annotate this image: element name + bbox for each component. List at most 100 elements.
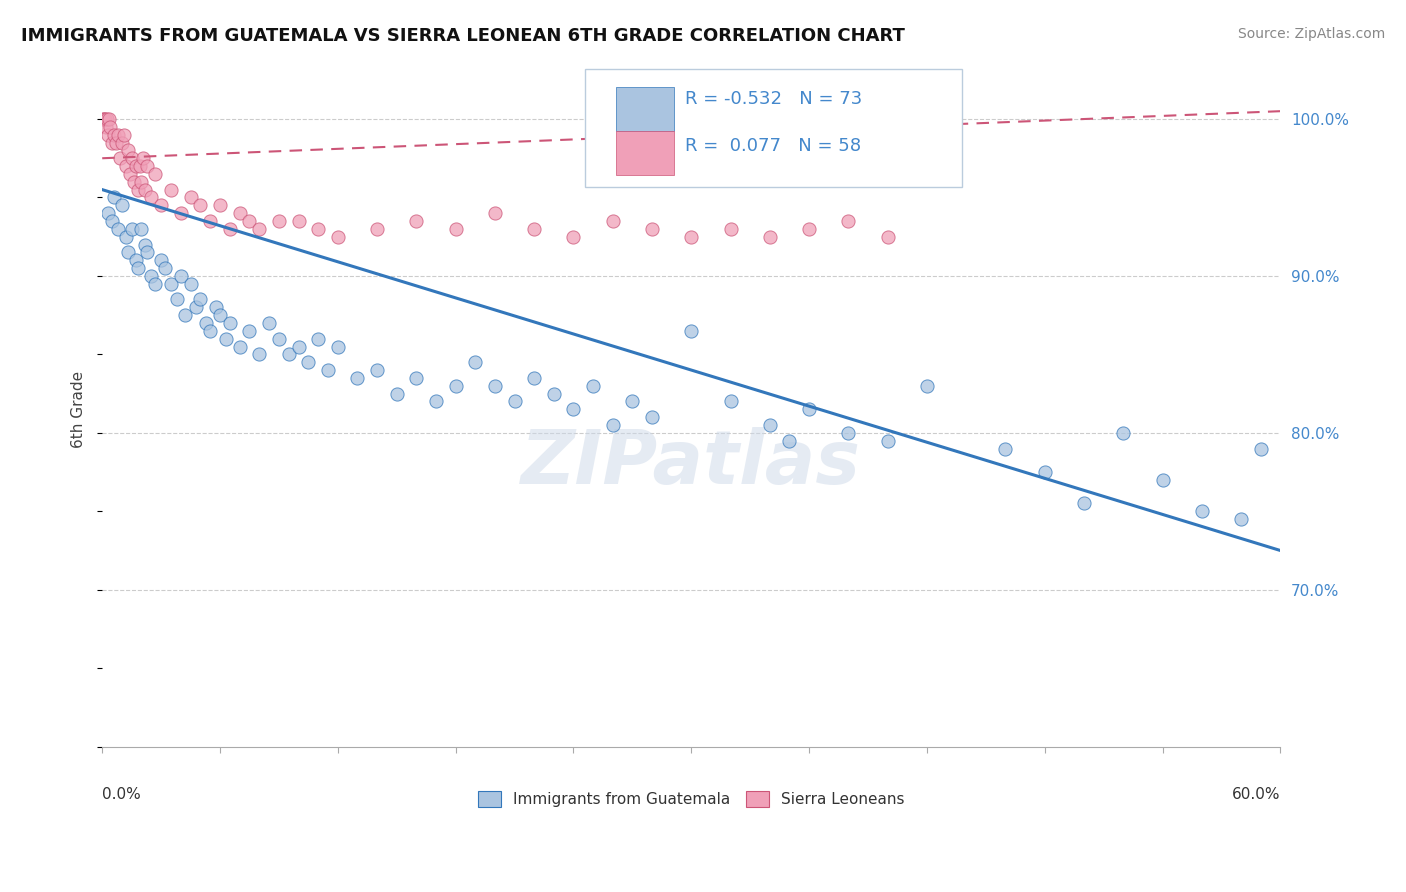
Text: Source: ZipAtlas.com: Source: ZipAtlas.com (1237, 27, 1385, 41)
Point (111, 198, 134, 212)
Point (200, 324, 222, 338)
FancyBboxPatch shape (616, 87, 673, 130)
Point (1152, 473, 1174, 487)
Point (503, 394, 526, 409)
Point (200, 214, 222, 228)
Point (641, 410, 664, 425)
Point (405, 371, 427, 385)
Point (114, 159, 136, 173)
Point (93, 112, 115, 126)
Point (150, 198, 173, 212)
Point (1250, 442, 1272, 456)
Point (366, 363, 388, 377)
Point (94, 112, 117, 126)
Point (166, 293, 188, 307)
Point (405, 214, 427, 228)
Point (1073, 496, 1095, 510)
Point (107, 222, 129, 236)
Point (98, 120, 121, 134)
Text: 0.0%: 0.0% (103, 787, 141, 802)
Point (208, 308, 231, 322)
Point (205, 301, 228, 315)
Point (543, 386, 565, 401)
Point (779, 434, 801, 448)
Point (124, 253, 146, 268)
Point (121, 151, 143, 165)
Point (720, 394, 742, 409)
Point (143, 277, 166, 291)
Point (247, 347, 270, 361)
Point (127, 183, 149, 197)
Point (127, 261, 149, 276)
Point (444, 378, 467, 392)
Point (326, 339, 349, 353)
Point (97, 206, 120, 220)
Point (101, 214, 124, 228)
Point (346, 371, 368, 385)
Point (218, 222, 240, 236)
Point (1191, 504, 1213, 518)
Point (228, 339, 250, 353)
Point (173, 308, 195, 322)
Point (190, 198, 212, 212)
Point (180, 277, 202, 291)
Point (108, 151, 131, 165)
Point (444, 222, 467, 236)
Point (238, 324, 260, 338)
Point (121, 222, 143, 236)
Point (170, 268, 193, 283)
Point (837, 214, 859, 228)
Point (326, 229, 349, 244)
Point (366, 222, 388, 236)
Point (180, 190, 202, 204)
Text: ZIPatlas: ZIPatlas (522, 426, 862, 500)
Point (112, 128, 135, 142)
Point (114, 229, 136, 244)
Point (602, 214, 624, 228)
Point (876, 229, 898, 244)
Point (247, 222, 270, 236)
Point (307, 332, 329, 346)
Point (128, 159, 150, 173)
Point (484, 378, 506, 392)
Point (91, 112, 114, 126)
Point (759, 229, 782, 244)
Point (464, 355, 486, 369)
Point (287, 214, 309, 228)
Point (208, 198, 231, 212)
Point (297, 355, 319, 369)
Point (97, 128, 120, 142)
Point (104, 136, 127, 150)
Point (582, 378, 605, 392)
Text: IMMIGRANTS FROM GUATEMALA VS SIERRA LEONEAN 6TH GRADE CORRELATION CHART: IMMIGRANTS FROM GUATEMALA VS SIERRA LEON… (21, 27, 905, 45)
Point (124, 159, 146, 173)
Point (681, 324, 703, 338)
Point (134, 183, 156, 197)
Point (641, 222, 664, 236)
Point (160, 183, 183, 197)
Point (267, 214, 290, 228)
Point (523, 371, 546, 385)
Point (1112, 425, 1135, 440)
Point (153, 261, 176, 276)
Point (170, 206, 193, 220)
Point (307, 222, 329, 236)
Point (117, 245, 139, 260)
Point (195, 316, 218, 330)
Text: R =  0.077   N = 58: R = 0.077 N = 58 (685, 137, 862, 155)
Point (94, 120, 117, 134)
Point (190, 293, 212, 307)
Point (111, 136, 134, 150)
Point (228, 206, 250, 220)
Point (837, 425, 859, 440)
Point (141, 268, 163, 283)
Point (1230, 512, 1253, 526)
Point (186, 301, 208, 315)
Point (681, 229, 703, 244)
Point (117, 144, 139, 158)
Point (107, 128, 129, 142)
Point (484, 206, 506, 220)
Point (876, 434, 898, 448)
Point (267, 332, 290, 346)
Point (797, 222, 820, 236)
